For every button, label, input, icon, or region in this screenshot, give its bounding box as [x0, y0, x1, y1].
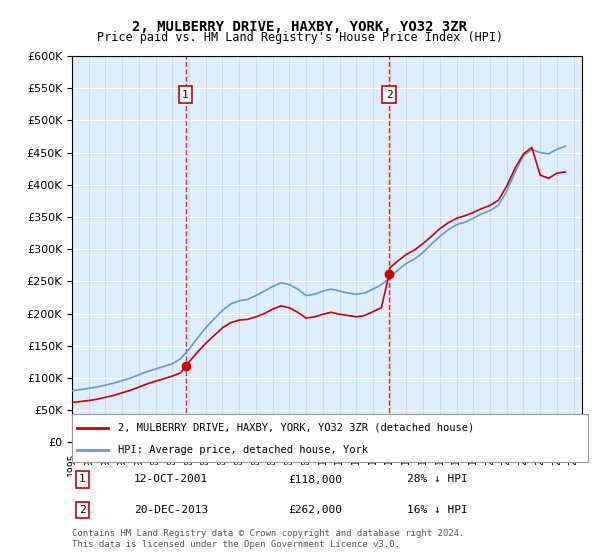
- Text: HPI: Average price, detached house, York: HPI: Average price, detached house, York: [118, 445, 368, 455]
- Text: 12-OCT-2001: 12-OCT-2001: [134, 474, 208, 484]
- Text: 2: 2: [386, 90, 392, 100]
- Text: 28% ↓ HPI: 28% ↓ HPI: [407, 474, 468, 484]
- Text: £118,000: £118,000: [289, 474, 343, 484]
- Text: 2, MULBERRY DRIVE, HAXBY, YORK, YO32 3ZR: 2, MULBERRY DRIVE, HAXBY, YORK, YO32 3ZR: [133, 20, 467, 34]
- Text: 2, MULBERRY DRIVE, HAXBY, YORK, YO32 3ZR (detached house): 2, MULBERRY DRIVE, HAXBY, YORK, YO32 3ZR…: [118, 423, 475, 433]
- Text: 1: 1: [182, 90, 189, 100]
- Text: 1: 1: [79, 474, 86, 484]
- Text: 16% ↓ HPI: 16% ↓ HPI: [407, 505, 468, 515]
- Text: £262,000: £262,000: [289, 505, 343, 515]
- Text: 2: 2: [79, 505, 86, 515]
- Text: Contains HM Land Registry data © Crown copyright and database right 2024.
This d: Contains HM Land Registry data © Crown c…: [72, 529, 464, 549]
- Text: 20-DEC-2013: 20-DEC-2013: [134, 505, 208, 515]
- Text: Price paid vs. HM Land Registry's House Price Index (HPI): Price paid vs. HM Land Registry's House …: [97, 31, 503, 44]
